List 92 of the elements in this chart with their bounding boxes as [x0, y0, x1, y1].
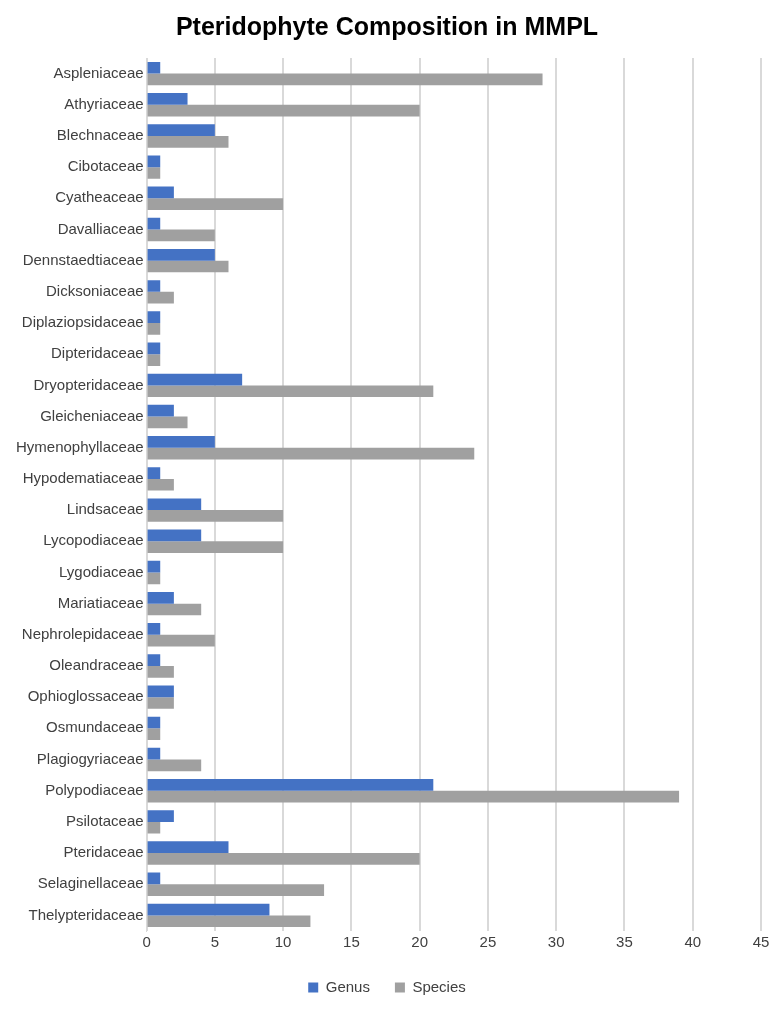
bar — [147, 260, 229, 273]
bar — [147, 280, 161, 292]
bar — [147, 810, 174, 822]
y-tick-label: Dryopteridaceae — [33, 375, 144, 393]
y-tick-label: Psilotaceae — [66, 812, 144, 830]
bar — [147, 884, 325, 896]
y-tick-label: Lygodiaceae — [59, 562, 144, 580]
bar — [147, 790, 680, 803]
bar — [147, 167, 161, 179]
bar — [147, 416, 188, 429]
bar — [147, 841, 229, 854]
x-tick-label: 45 — [752, 933, 770, 951]
x-tick-label: 0 — [142, 933, 151, 951]
bar — [147, 685, 174, 698]
y-tick-label: Athyriaceae — [64, 94, 144, 112]
y-tick-label: Dicksoniaceae — [46, 281, 144, 299]
y-tick-label: Ophioglossaceae — [27, 687, 144, 705]
bar — [147, 510, 284, 522]
y-tick-label: Cyatheaceae — [55, 188, 144, 206]
y-tick-label: Pteridaceae — [63, 843, 144, 861]
bar — [147, 291, 174, 304]
y-tick-label: Davalliaceae — [57, 219, 144, 237]
bar — [147, 73, 543, 86]
bar — [147, 915, 311, 928]
bar — [147, 447, 475, 460]
bar — [147, 591, 174, 604]
legend-label: Species — [412, 977, 466, 995]
bar — [147, 467, 161, 479]
y-tick-label: Hypodematiaceae — [22, 469, 144, 487]
bar — [147, 654, 161, 666]
bar — [147, 529, 202, 542]
y-tick-label: Cibotaceae — [67, 157, 144, 175]
bar — [147, 728, 161, 741]
bar — [147, 354, 161, 366]
bar — [147, 436, 215, 448]
y-tick-label: Dennstaedtiaceae — [22, 250, 144, 268]
y-tick-label: Plagiogyriaceae — [36, 749, 144, 767]
y-tick-label: Hymenophyllaceae — [16, 437, 144, 455]
y-tick-label: Oleandraceae — [49, 656, 144, 674]
bar — [147, 186, 174, 199]
bar — [147, 385, 434, 398]
x-tick-label: 40 — [684, 933, 702, 951]
bar — [147, 665, 174, 678]
bar — [147, 821, 161, 834]
y-tick-label: Gleicheniaceae — [40, 406, 144, 424]
x-tick-label: 20 — [411, 933, 428, 951]
bar — [147, 93, 188, 105]
bar — [147, 853, 420, 865]
bar — [147, 697, 174, 709]
bar — [147, 135, 229, 148]
bar — [147, 248, 215, 261]
bar — [147, 61, 161, 74]
y-tick-label: Blechnaceae — [56, 126, 144, 144]
bar — [147, 124, 215, 136]
y-tick-label: Aspleniaceae — [53, 63, 144, 81]
y-tick-label: Lycopodiaceae — [43, 531, 144, 549]
bar — [147, 603, 202, 616]
y-tick-label: Diplaziopsidaceae — [21, 313, 144, 331]
y-tick-label: Polypodiaceae — [45, 780, 144, 798]
x-tick-label: 5 — [210, 933, 220, 951]
bar — [147, 498, 202, 511]
bar — [147, 373, 243, 386]
bar — [147, 541, 284, 553]
y-tick-label: Selaginellaceae — [37, 874, 144, 892]
chart-title: Pteridophyte Composition in MMPL — [175, 11, 599, 40]
y-tick-label: Osmundaceae — [46, 718, 144, 736]
bar — [147, 623, 161, 635]
bar — [147, 759, 202, 772]
x-tick-label: 30 — [547, 933, 565, 951]
bar — [147, 155, 161, 168]
bar — [147, 903, 270, 916]
bar — [147, 311, 161, 324]
y-tick-label: Thelypteridaceae — [28, 905, 144, 923]
x-tick-label: 25 — [479, 933, 497, 951]
bar — [147, 634, 215, 647]
x-tick-label: 15 — [343, 933, 360, 951]
bar — [147, 104, 420, 117]
bar — [147, 478, 174, 491]
legend-label: Genus — [325, 977, 370, 995]
bar — [147, 404, 174, 417]
y-tick-label: Nephrolepidaceae — [21, 624, 144, 642]
y-tick-label: Lindsaceae — [66, 500, 144, 518]
x-tick-label: 35 — [616, 933, 633, 951]
x-tick-label: 10 — [274, 933, 292, 951]
bar — [147, 229, 215, 242]
bar — [147, 747, 161, 760]
bar — [147, 198, 284, 210]
bar — [147, 323, 161, 335]
y-tick-label: Mariatiaceae — [57, 593, 144, 611]
y-tick-label: Dipteridaceae — [51, 344, 144, 362]
bar — [147, 779, 434, 791]
bar — [147, 572, 161, 585]
